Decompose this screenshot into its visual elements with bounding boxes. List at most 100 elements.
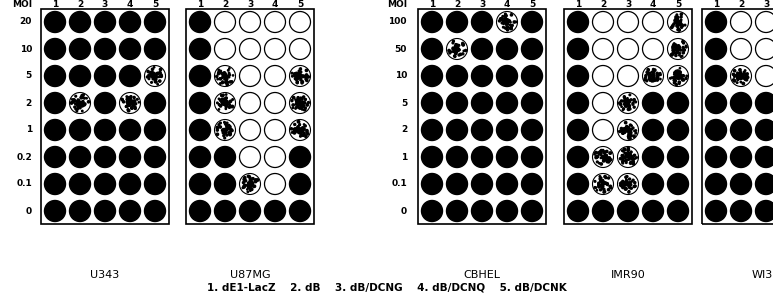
Circle shape bbox=[94, 120, 115, 140]
Circle shape bbox=[629, 184, 632, 186]
Circle shape bbox=[506, 19, 509, 21]
Circle shape bbox=[507, 19, 509, 22]
Circle shape bbox=[631, 128, 632, 130]
Circle shape bbox=[622, 131, 625, 133]
Circle shape bbox=[247, 189, 248, 190]
Circle shape bbox=[151, 71, 153, 73]
Circle shape bbox=[223, 101, 225, 104]
Circle shape bbox=[628, 127, 630, 128]
Circle shape bbox=[298, 100, 300, 102]
Circle shape bbox=[225, 108, 226, 110]
Circle shape bbox=[624, 148, 625, 150]
Circle shape bbox=[447, 66, 468, 86]
Circle shape bbox=[228, 132, 230, 134]
Circle shape bbox=[223, 102, 224, 103]
Circle shape bbox=[447, 11, 468, 33]
Circle shape bbox=[128, 96, 131, 98]
Circle shape bbox=[619, 158, 621, 160]
Circle shape bbox=[601, 182, 603, 184]
Circle shape bbox=[676, 84, 677, 86]
Text: U87MG: U87MG bbox=[230, 270, 271, 280]
Circle shape bbox=[597, 155, 599, 158]
Circle shape bbox=[606, 160, 608, 163]
Circle shape bbox=[681, 24, 683, 26]
Circle shape bbox=[295, 72, 298, 74]
Circle shape bbox=[604, 191, 606, 193]
Circle shape bbox=[625, 181, 627, 183]
Circle shape bbox=[632, 104, 634, 105]
Circle shape bbox=[629, 128, 631, 130]
Circle shape bbox=[156, 72, 159, 75]
Circle shape bbox=[77, 103, 79, 105]
Circle shape bbox=[627, 101, 629, 104]
Circle shape bbox=[621, 106, 622, 107]
Text: 4: 4 bbox=[504, 0, 510, 9]
Circle shape bbox=[596, 156, 598, 158]
Circle shape bbox=[567, 92, 588, 114]
Circle shape bbox=[226, 102, 228, 104]
Circle shape bbox=[626, 176, 628, 177]
Circle shape bbox=[80, 103, 83, 105]
Circle shape bbox=[675, 73, 676, 75]
Circle shape bbox=[256, 179, 257, 181]
Circle shape bbox=[603, 189, 604, 191]
Circle shape bbox=[649, 73, 651, 76]
Circle shape bbox=[626, 128, 628, 129]
Circle shape bbox=[455, 46, 457, 48]
Circle shape bbox=[511, 24, 513, 26]
Circle shape bbox=[747, 73, 748, 74]
Circle shape bbox=[45, 201, 66, 221]
Circle shape bbox=[223, 104, 225, 105]
Circle shape bbox=[45, 174, 66, 194]
Circle shape bbox=[676, 74, 678, 76]
Circle shape bbox=[129, 102, 131, 103]
Text: 5: 5 bbox=[529, 0, 535, 9]
Circle shape bbox=[264, 92, 285, 114]
Circle shape bbox=[214, 66, 236, 86]
Circle shape bbox=[633, 106, 635, 108]
Circle shape bbox=[621, 160, 623, 162]
Circle shape bbox=[496, 146, 517, 168]
Circle shape bbox=[628, 155, 632, 157]
Circle shape bbox=[602, 182, 604, 184]
Circle shape bbox=[659, 79, 661, 80]
Circle shape bbox=[132, 104, 135, 107]
Circle shape bbox=[633, 185, 635, 188]
Circle shape bbox=[296, 73, 298, 75]
Circle shape bbox=[159, 68, 162, 71]
Circle shape bbox=[621, 155, 624, 157]
Circle shape bbox=[629, 131, 632, 133]
Circle shape bbox=[301, 131, 303, 133]
Circle shape bbox=[502, 15, 503, 17]
Circle shape bbox=[82, 103, 83, 104]
Circle shape bbox=[290, 66, 311, 86]
Circle shape bbox=[421, 38, 442, 59]
Circle shape bbox=[189, 120, 210, 140]
Circle shape bbox=[73, 99, 75, 101]
Circle shape bbox=[299, 131, 301, 133]
Circle shape bbox=[305, 69, 308, 72]
Circle shape bbox=[737, 74, 740, 76]
Circle shape bbox=[301, 129, 302, 131]
Circle shape bbox=[678, 76, 679, 77]
Circle shape bbox=[79, 102, 80, 103]
Circle shape bbox=[678, 72, 680, 75]
Circle shape bbox=[629, 129, 632, 131]
Circle shape bbox=[496, 120, 517, 140]
Circle shape bbox=[654, 79, 656, 81]
Circle shape bbox=[567, 11, 588, 33]
Circle shape bbox=[673, 43, 675, 45]
Circle shape bbox=[624, 128, 625, 129]
Circle shape bbox=[295, 99, 296, 101]
Circle shape bbox=[226, 132, 227, 133]
Circle shape bbox=[739, 76, 741, 78]
Circle shape bbox=[509, 21, 511, 23]
Circle shape bbox=[652, 75, 653, 76]
Circle shape bbox=[225, 102, 227, 104]
Circle shape bbox=[295, 108, 296, 109]
Circle shape bbox=[130, 100, 132, 102]
Circle shape bbox=[219, 70, 222, 73]
Circle shape bbox=[618, 146, 638, 168]
Circle shape bbox=[220, 122, 221, 124]
Circle shape bbox=[625, 188, 627, 190]
